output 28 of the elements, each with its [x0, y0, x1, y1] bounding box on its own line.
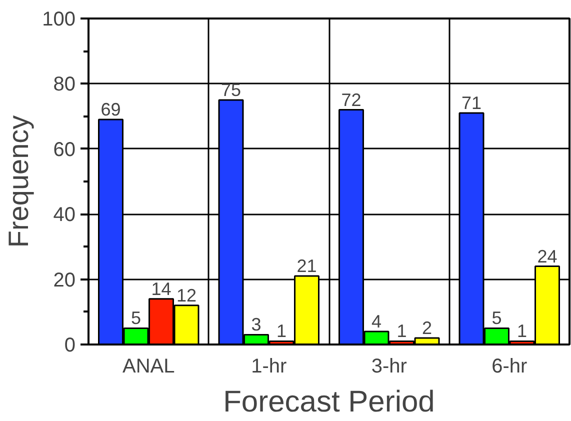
- y-tick-label: 80: [53, 74, 76, 96]
- data-label: 71: [461, 93, 482, 114]
- data-label: 14: [151, 278, 172, 299]
- data-label: 12: [176, 285, 197, 306]
- data-label: 2: [422, 318, 432, 338]
- y-tick-label: 40: [53, 204, 76, 226]
- y-tick-label: 60: [53, 138, 76, 161]
- data-label: 24: [537, 246, 558, 266]
- data-label: 1: [396, 321, 407, 342]
- y-tick-label: 20: [53, 269, 76, 292]
- y-tick-label: 0: [64, 334, 76, 356]
- data-label: 1: [276, 321, 287, 342]
- y-axis-title: Frequency: [3, 115, 34, 248]
- data-label: 4: [371, 311, 382, 332]
- x-tick-label: 1-hr: [251, 356, 287, 378]
- data-label: 3: [251, 314, 262, 335]
- data-label: 5: [492, 308, 502, 328]
- x-tick-label: 6-hr: [492, 356, 528, 378]
- x-tick-label: ANAL: [122, 356, 175, 378]
- data-label: 72: [341, 90, 362, 110]
- data-label: 5: [130, 308, 142, 328]
- data-label: 69: [100, 100, 121, 120]
- data-label: 21: [296, 256, 317, 276]
- x-tick-label: 3-hr: [371, 356, 408, 378]
- data-label: 75: [220, 80, 242, 100]
- data-label: 1: [516, 321, 528, 342]
- y-tick-label: 100: [42, 8, 76, 30]
- x-axis-title: Forecast Period: [223, 386, 435, 418]
